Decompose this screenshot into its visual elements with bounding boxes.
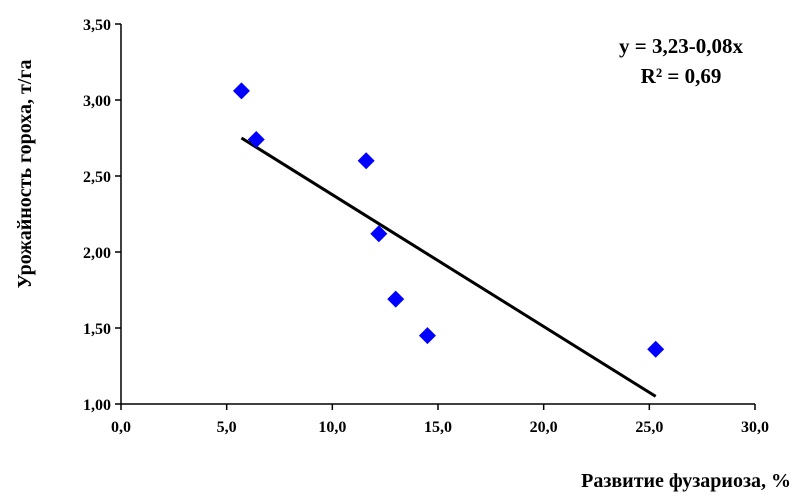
data-points <box>233 82 664 357</box>
x-tick-label: 25,0 <box>635 419 663 436</box>
x-tick-label: 15,0 <box>424 419 452 436</box>
equation-label: y = 3,23-0,08x <box>619 34 743 58</box>
y-tick-label: 2,50 <box>83 169 111 186</box>
y-axis-title: Урожайность гороха, т/га <box>14 60 36 289</box>
y-tick-label: 3,50 <box>83 17 111 34</box>
data-point <box>248 131 265 148</box>
x-tick-label: 20,0 <box>530 419 558 436</box>
trendline <box>241 138 655 396</box>
x-tick-label: 0,0 <box>111 419 131 436</box>
y-tick-label: 2,00 <box>83 245 111 262</box>
data-point <box>233 82 250 99</box>
y-tick-label: 1,50 <box>83 321 111 338</box>
x-axis-title: Развитие фузариоза, % <box>581 470 791 492</box>
y-ticks: 1,00 1,50 2,00 2,50 3,00 3,50 <box>83 17 121 414</box>
x-tick-label: 5,0 <box>217 419 237 436</box>
x-tick-label: 10,0 <box>318 419 346 436</box>
y-tick-label: 3,00 <box>83 93 111 110</box>
x-tick-label: 30,0 <box>741 419 769 436</box>
y-tick-label: 1,00 <box>83 397 111 414</box>
data-point <box>387 291 404 308</box>
r-squared-label: R² = 0,69 <box>641 64 722 88</box>
x-ticks: 0,0 5,0 10,0 15,0 20,0 25,0 30,0 <box>111 404 769 436</box>
data-point <box>419 327 436 344</box>
data-point <box>358 152 375 169</box>
data-point <box>647 341 664 358</box>
